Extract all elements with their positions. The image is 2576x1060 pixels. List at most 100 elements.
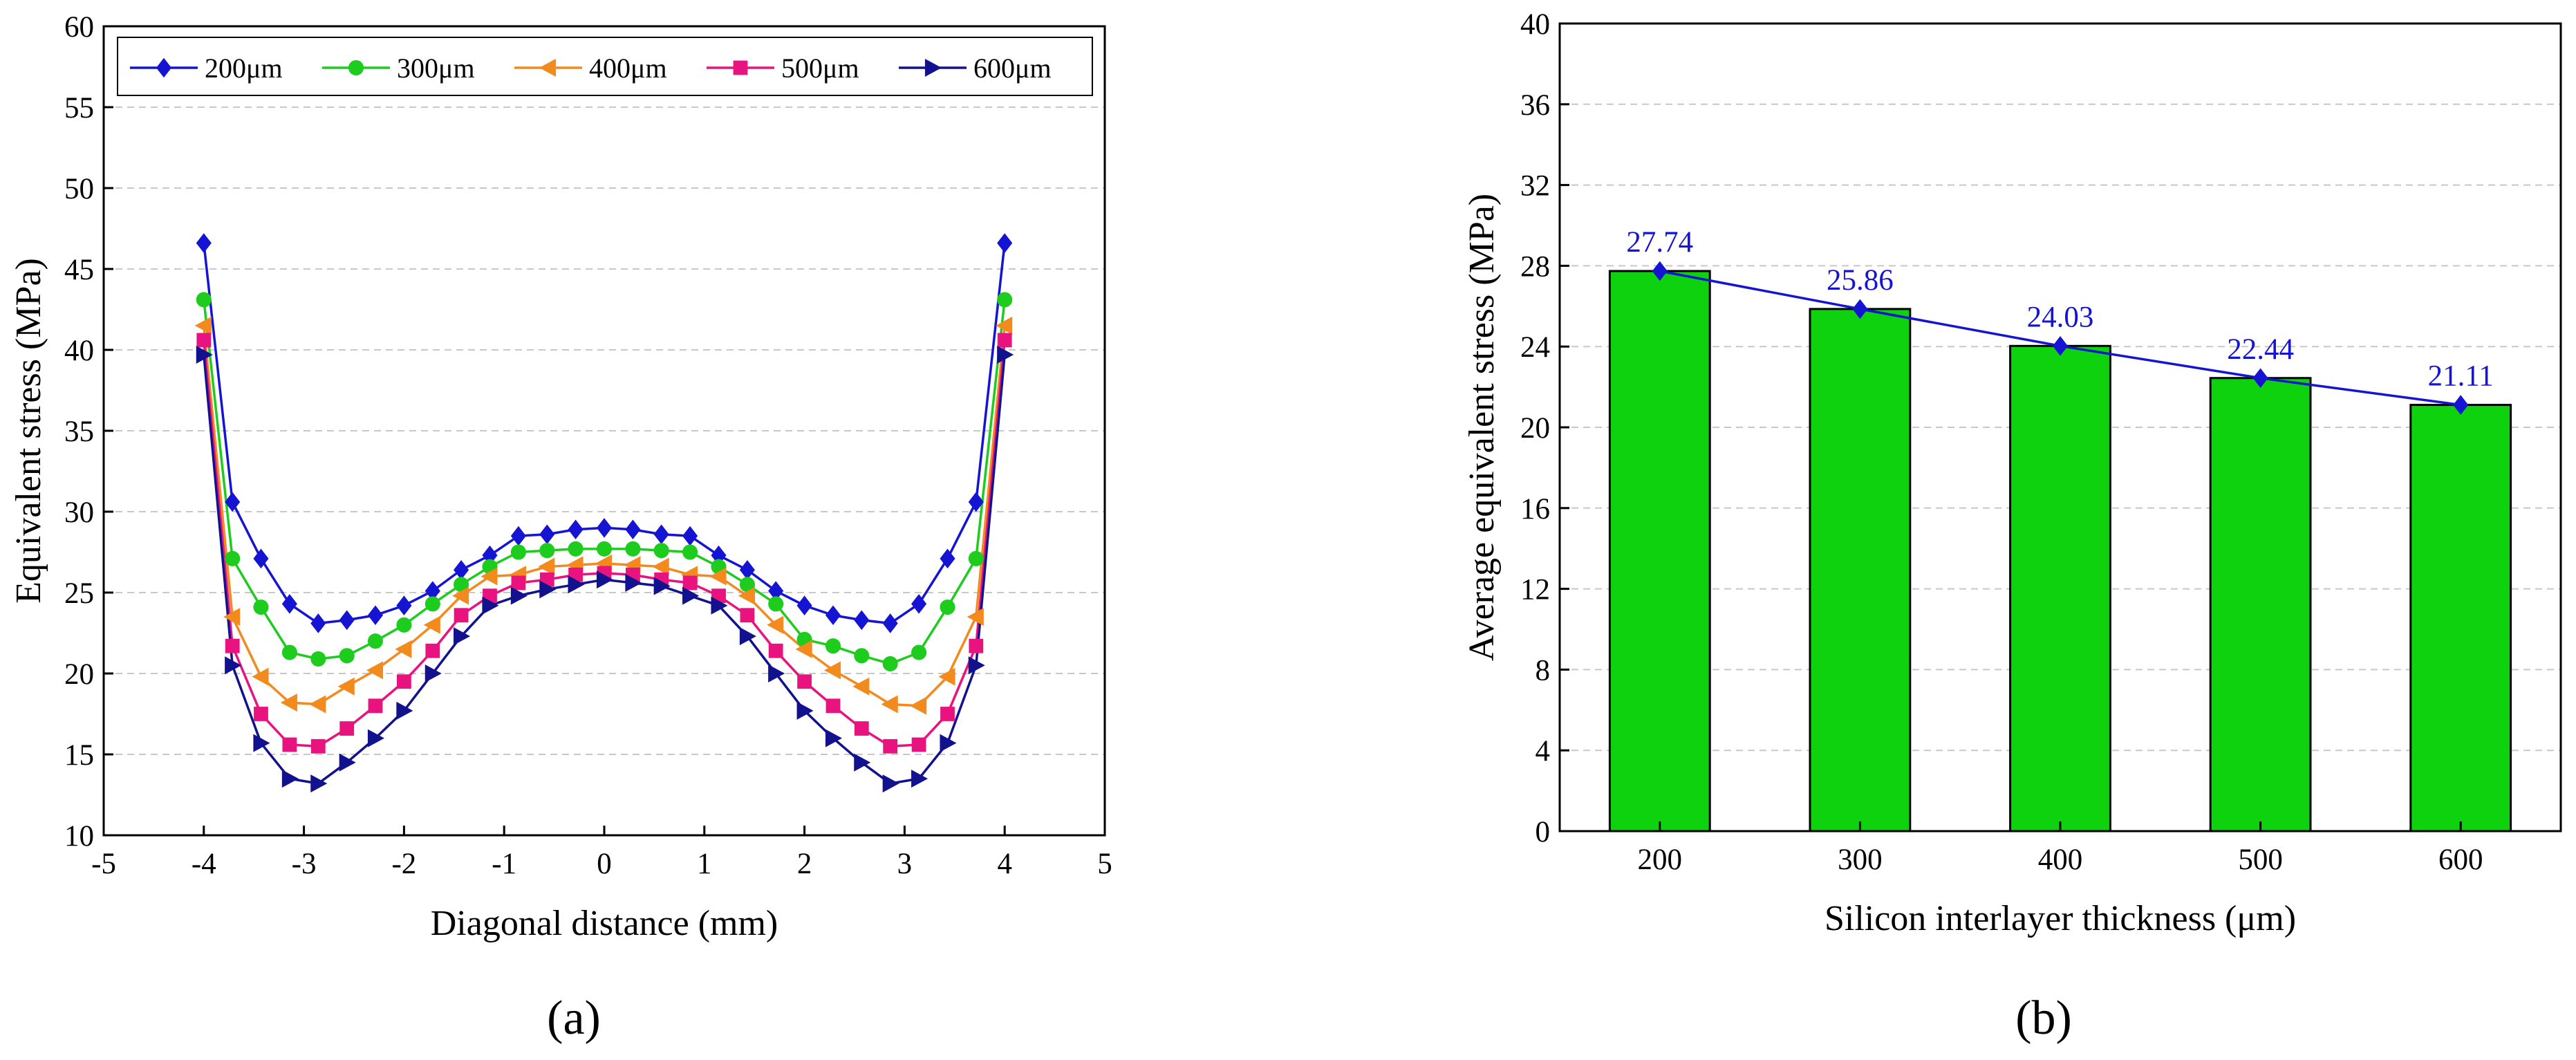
data-point [911, 594, 927, 614]
x-tick-label: -3 [292, 848, 317, 880]
data-point [967, 608, 984, 626]
data-point [367, 605, 384, 626]
y-tick-label: 16 [1520, 493, 1550, 526]
data-point [454, 559, 469, 580]
data-point [969, 638, 984, 653]
y-tick-label: 40 [64, 335, 94, 367]
y-tick-label: 55 [64, 92, 94, 124]
data-point [281, 770, 299, 788]
data-point [653, 524, 669, 545]
data-point [882, 613, 898, 633]
panel-a-series [194, 233, 1014, 793]
data-point [852, 677, 870, 696]
data-point [511, 575, 526, 591]
data-point [940, 548, 955, 569]
data-point [652, 557, 669, 576]
y-tick-label: 15 [64, 739, 94, 772]
data-point [510, 586, 528, 605]
data-point [196, 346, 213, 364]
data-point [225, 550, 241, 566]
data-point [482, 596, 499, 615]
y-tick-label: 36 [1520, 89, 1550, 122]
panel-a-x-ticks: -5 -4 -3 -2 -1 0 1 2 3 4 5 [91, 826, 1112, 880]
data-point [882, 655, 898, 672]
data-point [367, 633, 384, 649]
x-tick-label: -4 [192, 848, 216, 880]
data-point [997, 346, 1014, 364]
panel-b-y-axis-label: Average equivalent stress (MPa) [1462, 194, 1502, 661]
data-point [396, 701, 413, 720]
x-tick-label: 4 [997, 848, 1012, 880]
data-point [968, 492, 984, 512]
x-tick-label: 1 [697, 848, 712, 880]
data-point [568, 541, 584, 557]
data-point [997, 333, 1012, 348]
bar [2409, 404, 2512, 833]
data-point [424, 664, 442, 682]
data-point [510, 526, 526, 546]
legend-label: 200μm [205, 53, 283, 84]
data-point [395, 640, 412, 658]
data-point [253, 548, 269, 569]
data-point [854, 721, 869, 736]
data-point [452, 586, 469, 605]
data-point [423, 615, 440, 634]
series-line [203, 299, 1006, 665]
data-point [881, 695, 898, 714]
legend-label: 600μm [973, 53, 1052, 84]
y-tick-label: 45 [64, 254, 94, 286]
data-point [938, 667, 955, 686]
y-tick-label: 60 [64, 11, 94, 44]
data-point [883, 738, 898, 754]
data-point [940, 707, 955, 721]
data-point [281, 644, 297, 660]
data-point [310, 651, 326, 667]
data-point [824, 661, 841, 680]
data-point [796, 701, 814, 720]
data-point [339, 648, 355, 664]
series-line [203, 325, 1006, 707]
data-point [854, 648, 870, 664]
data-point [796, 595, 812, 616]
data-point [709, 567, 727, 586]
data-point [366, 661, 384, 680]
data-point [795, 640, 812, 658]
trend-point [1652, 261, 1668, 281]
panel-b-data-labels: 27.74 25.86 24.03 22.44 21.11 [1626, 226, 2493, 393]
legend-label: 300μm [397, 53, 475, 84]
data-point [739, 577, 755, 593]
data-point [454, 627, 471, 646]
legend-marker [924, 59, 942, 77]
data-point [768, 664, 785, 682]
y-tick-label: 0 [1536, 816, 1551, 848]
data-point [882, 774, 899, 793]
data-label: 21.11 [2428, 360, 2494, 393]
panel-a-gridlines [104, 106, 1105, 755]
data-point [539, 580, 557, 599]
data-point [568, 519, 584, 540]
data-point [310, 738, 326, 754]
data-point [596, 570, 613, 589]
data-point [825, 698, 841, 714]
data-label: 24.03 [2027, 301, 2094, 333]
x-tick-label: 600 [2438, 844, 2483, 876]
y-tick-label: 10 [64, 820, 94, 853]
y-tick-label: 28 [1520, 250, 1550, 283]
trend-point [2052, 336, 2069, 356]
legend-marker [539, 59, 557, 77]
y-tick-label: 20 [1520, 412, 1550, 445]
legend-marker [156, 57, 172, 78]
data-point [196, 233, 212, 253]
data-point [997, 233, 1013, 253]
data-point [196, 292, 212, 308]
data-point [996, 316, 1013, 335]
data-point [424, 581, 440, 601]
data-point [310, 613, 326, 633]
data-point [254, 707, 268, 721]
data-point [825, 605, 841, 626]
data-point [940, 599, 955, 615]
data-point [309, 695, 326, 714]
data-point [854, 753, 871, 772]
